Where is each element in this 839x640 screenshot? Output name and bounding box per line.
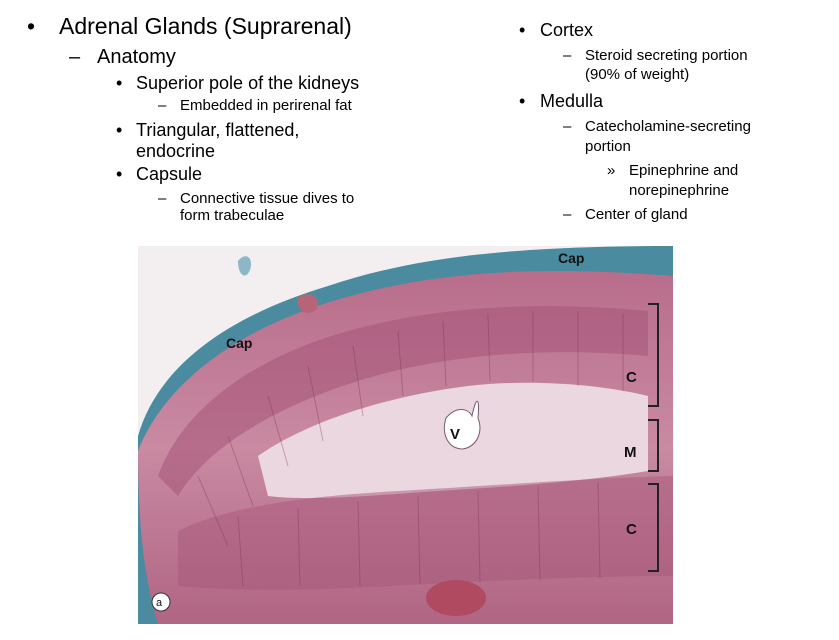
epinephrine-item-line1: Epinephrine and <box>629 162 739 179</box>
dash-marker: – <box>158 97 167 114</box>
dash-marker: – <box>563 206 572 223</box>
epinephrine-item-line2: norepinephrine <box>629 182 730 199</box>
dash-marker: – <box>563 47 572 64</box>
connective-item-line2: form trabeculae <box>180 207 285 224</box>
slide-title: Adrenal Glands (Suprarenal) <box>59 13 352 39</box>
cortex-heading: Cortex <box>540 20 594 40</box>
catechol-item-line2: portion <box>585 138 631 155</box>
steroid-item-line1: Steroid secreting portion <box>585 47 748 64</box>
catechol-item-line1: Catecholamine-secreting <box>585 118 751 135</box>
label-cortex-top: C <box>626 369 637 386</box>
adrenal-micrograph: Cap Cap V C M C a <box>138 246 673 624</box>
bullet-marker: • <box>116 164 123 184</box>
chevron-marker: » <box>607 162 616 179</box>
bullet-marker: • <box>116 120 123 140</box>
capsule-item: Capsule <box>136 164 203 184</box>
anatomy-heading: Anatomy <box>97 46 176 68</box>
dash-marker: – <box>158 190 167 207</box>
label-vein: V <box>450 426 460 443</box>
steroid-item-line2: (90% of weight) <box>585 66 690 83</box>
bullet-marker: • <box>519 91 526 111</box>
bullet-marker: • <box>27 13 36 39</box>
label-cortex-bottom: C <box>626 521 637 538</box>
dash-marker: – <box>563 118 572 135</box>
label-panel: a <box>156 597 163 609</box>
superior-pole-item: Superior pole of the kidneys <box>136 73 360 93</box>
triangular-item-line2: endocrine <box>136 141 216 161</box>
center-item: Center of gland <box>585 206 688 223</box>
dash-marker: – <box>69 46 81 68</box>
label-medulla: M <box>624 444 637 461</box>
label-cap-top: Cap <box>558 250 584 266</box>
triangular-item-line1: Triangular, flattened, <box>136 120 300 140</box>
label-cap-left: Cap <box>226 335 252 351</box>
medulla-heading: Medulla <box>540 91 604 111</box>
bullet-marker: • <box>116 73 123 93</box>
connective-item-line1: Connective tissue dives to <box>180 190 355 207</box>
bullet-marker: • <box>519 20 526 40</box>
perirenal-fat-item: Embedded in perirenal fat <box>180 97 352 114</box>
